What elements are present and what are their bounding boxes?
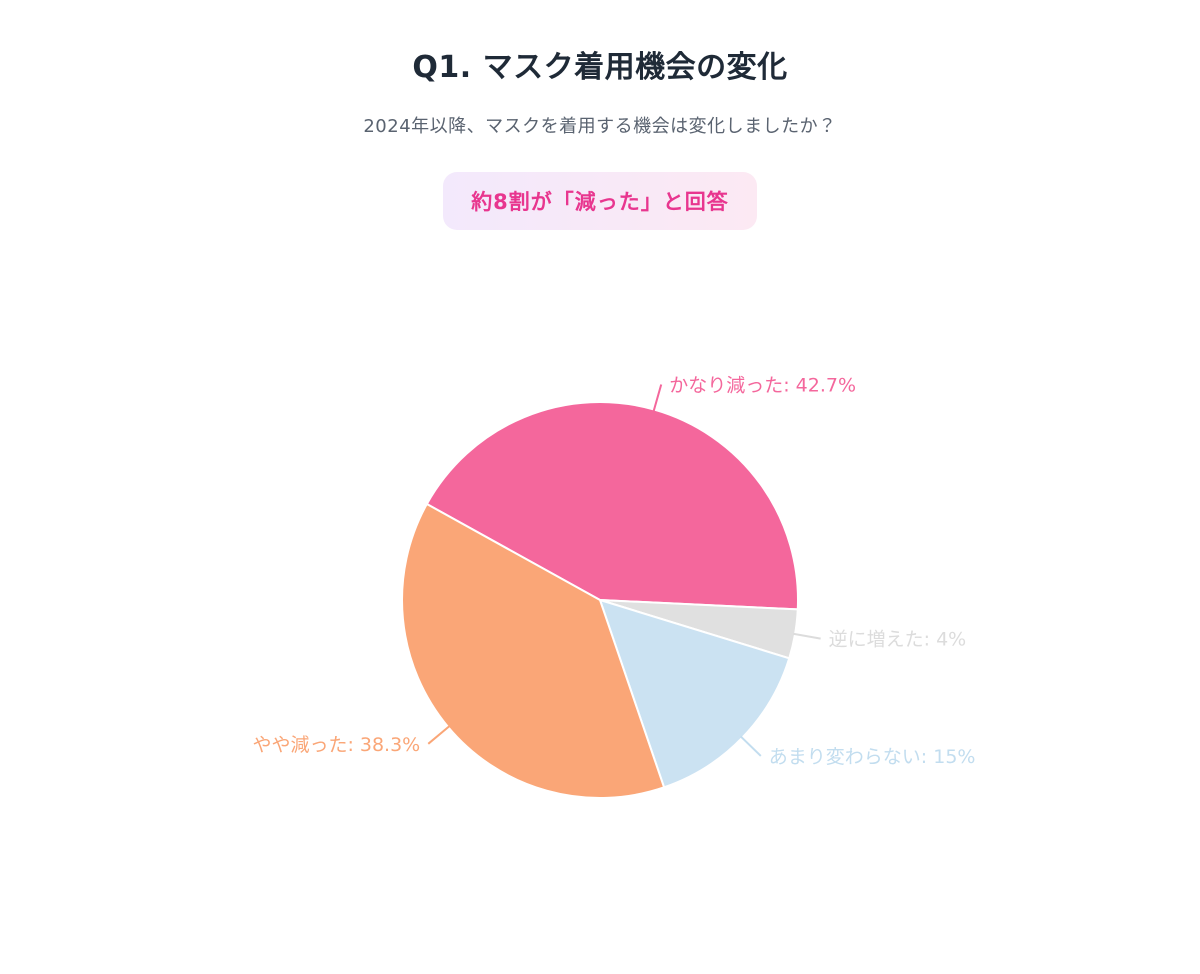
slice-label-3: やや減った: 38.3%	[252, 734, 420, 756]
leader-line-0	[652, 384, 663, 412]
slice-label-2: あまり変わらない: 15%	[769, 746, 976, 768]
pie-chart: かなり減った: 42.7% 逆に増えた: 4% あまり変わらない: 15% やや減った…	[252, 375, 976, 799]
badge-row: 約8割が「減った」と回答	[0, 172, 1200, 230]
highlight-badge: 約8割が「減った」と回答	[443, 172, 757, 230]
pie-chart-area: かなり減った: 42.7% 逆に増えた: 4% あまり変わらない: 15% やや減った…	[0, 274, 1200, 974]
chart-subtitle: 2024年以降、マスクを着用する機会は変化しましたか？	[363, 116, 837, 137]
leader-line-2	[740, 735, 762, 757]
slice-label-0: かなり減った: 42.7%	[669, 375, 856, 397]
slice-label-1: 逆に増えた: 4%	[829, 629, 967, 651]
chart-title: Q1. マスク着用機会の変化	[412, 50, 788, 85]
leader-line-3	[427, 725, 451, 745]
leader-line-1	[792, 632, 821, 640]
